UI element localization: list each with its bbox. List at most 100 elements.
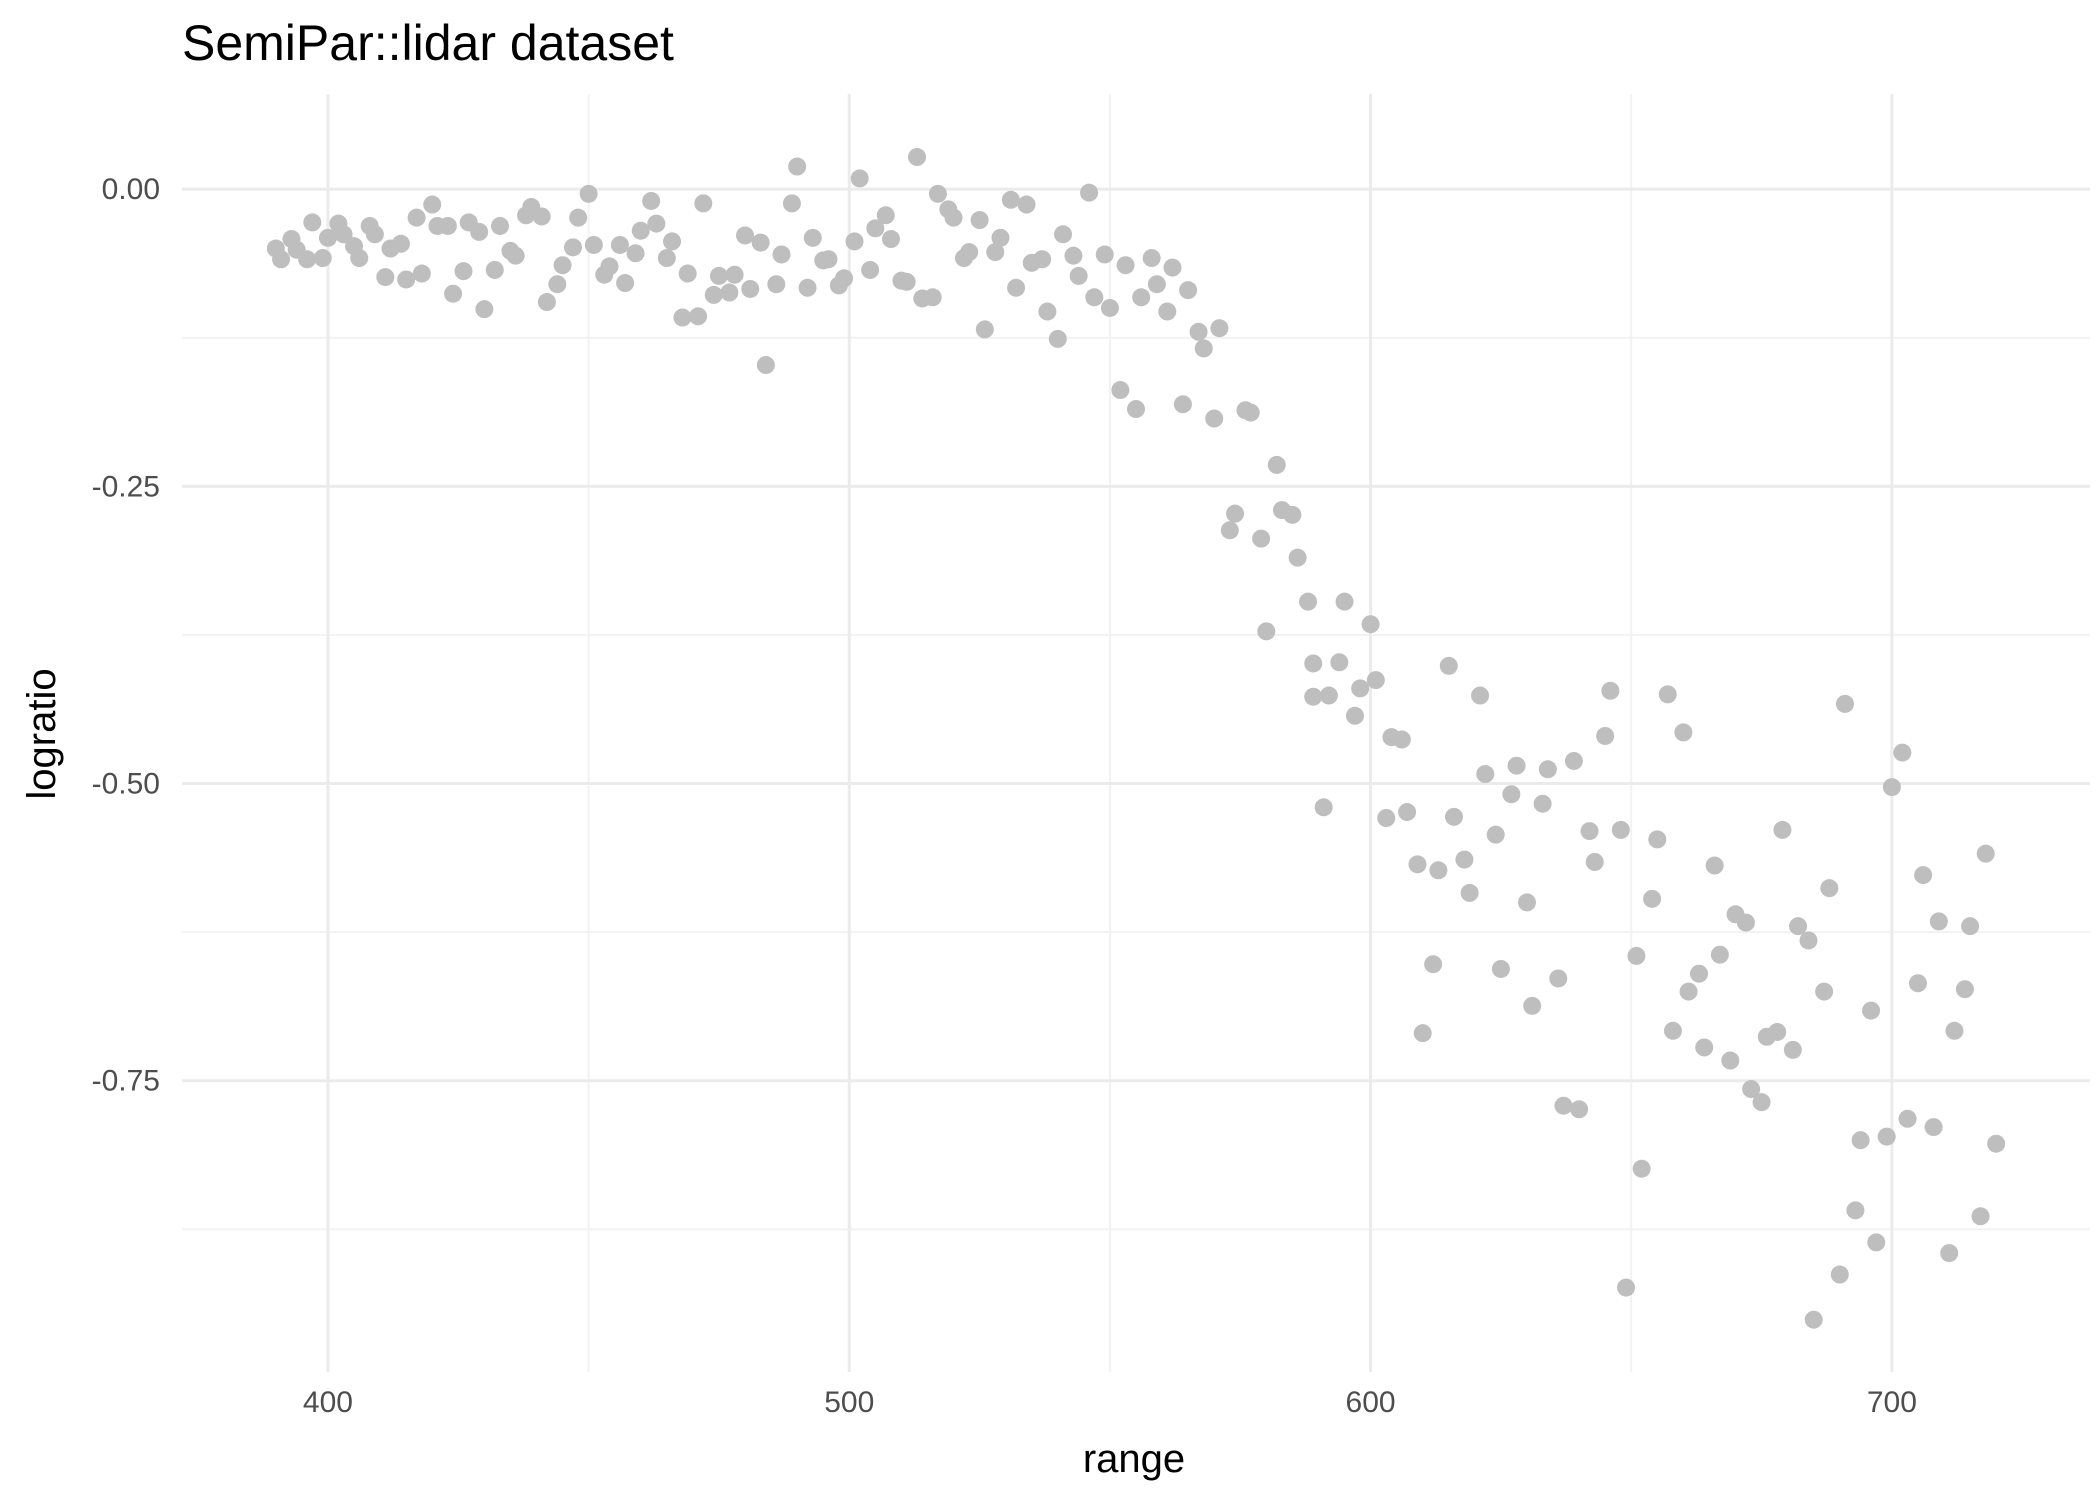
data-point <box>1257 622 1276 641</box>
data-point <box>647 214 666 233</box>
chart-title: SemiPar::lidar dataset <box>182 15 674 71</box>
data-point <box>1570 1100 1589 1119</box>
data-point <box>1100 298 1119 317</box>
data-point <box>1679 982 1698 1001</box>
data-point <box>1299 592 1318 611</box>
x-axis-ticks: 400 500 600 700 <box>303 1386 1917 1419</box>
data-point <box>1643 889 1662 908</box>
data-point <box>657 249 676 268</box>
data-point <box>782 194 801 213</box>
data-point <box>1408 855 1427 874</box>
data-point <box>584 235 603 254</box>
y-tick-label: -0.75 <box>92 1065 160 1098</box>
data-point <box>944 208 963 227</box>
data-point <box>1445 807 1463 826</box>
data-point <box>1710 945 1729 964</box>
data-point <box>1288 548 1307 567</box>
data-point <box>350 249 369 268</box>
data-point <box>616 274 635 293</box>
data-point <box>1867 1233 1886 1252</box>
data-point <box>772 245 791 264</box>
data-point <box>600 257 619 276</box>
data-point <box>908 148 927 167</box>
data-point <box>788 157 807 176</box>
data-point <box>819 250 838 269</box>
data-point <box>897 272 916 291</box>
data-point <box>1413 1024 1432 1043</box>
data-point <box>1987 1134 2006 1153</box>
data-point <box>845 232 864 251</box>
data-point <box>438 216 457 235</box>
data-point <box>1471 686 1490 705</box>
data-point <box>1366 671 1385 690</box>
data-point <box>1085 288 1104 307</box>
data-point <box>1601 681 1620 700</box>
data-point <box>1054 225 1073 244</box>
data-point <box>1585 852 1604 871</box>
data-point <box>1658 685 1677 704</box>
data-point <box>1830 1265 1849 1284</box>
data-point <box>470 222 489 241</box>
data-point <box>694 194 713 213</box>
data-point <box>1392 730 1411 749</box>
data-point <box>1690 964 1709 983</box>
data-point <box>798 278 817 297</box>
data-point <box>709 266 728 285</box>
data-point <box>1361 615 1380 634</box>
data-point <box>1554 1096 1573 1115</box>
data-point <box>272 250 291 269</box>
data-point <box>1564 751 1583 770</box>
data-point <box>1080 183 1099 202</box>
x-tick-label: 500 <box>824 1386 874 1419</box>
data-point <box>1674 723 1693 742</box>
data-point <box>725 265 744 284</box>
data-point <box>1095 245 1114 264</box>
data-point <box>866 219 885 238</box>
data-point <box>975 320 994 339</box>
data-point <box>318 228 337 247</box>
data-point <box>407 208 426 227</box>
data-point <box>835 269 854 288</box>
data-point <box>881 230 900 249</box>
data-point <box>1882 778 1901 797</box>
data-point <box>1038 302 1057 321</box>
data-point <box>537 293 556 312</box>
data-point <box>1898 1109 1917 1128</box>
data-point <box>1538 760 1557 779</box>
data-point <box>391 234 410 253</box>
data-point <box>1961 917 1980 936</box>
x-tick-label: 400 <box>303 1386 353 1419</box>
data-point <box>986 243 1005 262</box>
data-point <box>1924 1118 1943 1137</box>
data-point <box>579 184 598 203</box>
data-point <box>1429 861 1448 880</box>
data-point <box>423 195 442 214</box>
data-point <box>1267 455 1286 474</box>
data-point <box>1507 756 1526 775</box>
data-point <box>736 226 755 245</box>
data-point <box>1721 1051 1740 1070</box>
data-point <box>1893 743 1912 762</box>
data-point <box>861 260 880 279</box>
data-point <box>1695 1038 1714 1057</box>
data-point <box>553 256 572 275</box>
data-point <box>1173 395 1192 414</box>
data-point <box>569 208 588 227</box>
data-point <box>1502 785 1521 804</box>
data-point <box>1064 246 1083 265</box>
data-point <box>751 233 770 252</box>
data-point <box>1351 679 1370 698</box>
data-point <box>1304 654 1323 673</box>
data-point <box>1617 1278 1636 1297</box>
data-point <box>960 243 979 262</box>
y-tick-label: 0.00 <box>102 173 160 206</box>
data-point <box>1596 726 1615 745</box>
data-point <box>1517 893 1536 912</box>
data-point <box>1533 794 1552 813</box>
data-point <box>1127 400 1145 419</box>
data-points <box>266 148 2006 1329</box>
data-point <box>1007 278 1026 297</box>
data-point <box>1580 822 1599 841</box>
data-point <box>1116 256 1135 275</box>
data-point <box>1804 1310 1823 1329</box>
